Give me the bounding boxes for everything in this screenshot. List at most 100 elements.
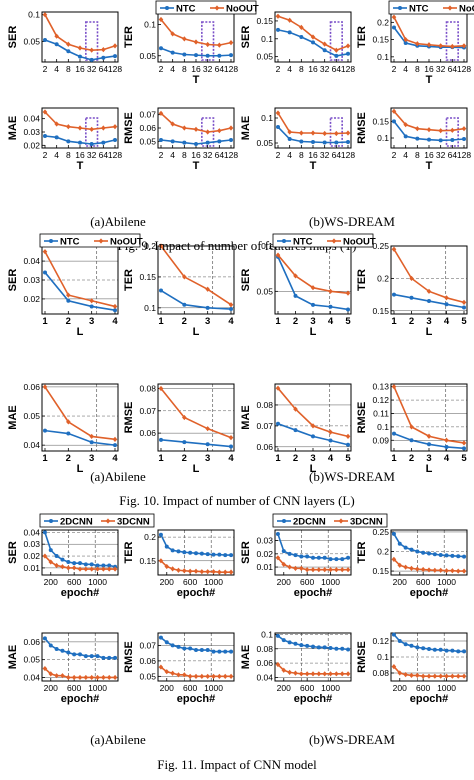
x-tick-label: 16 — [75, 150, 85, 160]
data-point-noout — [112, 436, 118, 442]
x-tick-label: 8 — [415, 64, 420, 74]
data-point-noout — [112, 124, 118, 130]
y-axis-label: TER — [356, 269, 368, 291]
x-axis-label: L — [77, 326, 84, 338]
x-tick-label: 8 — [66, 150, 71, 160]
chart-panel-fig10-wsdream-rmse: 0.09 0.1 0.11 0.12 0.13 1 2 3 4 5 RMSE L — [356, 382, 468, 475]
y-tick-label: 0.2 — [144, 532, 156, 542]
x-tick-label: 128 — [108, 64, 122, 74]
data-point-ntc — [170, 139, 175, 144]
x-tick-label: 200 — [393, 683, 407, 693]
data-point-ntc — [101, 55, 106, 60]
x-tick-label: 8 — [66, 64, 71, 74]
data-point-ntc — [159, 288, 163, 293]
x-tick-label: 600 — [300, 577, 314, 587]
y-tick-label: 0.1 — [377, 133, 389, 143]
x-tick-label: 200 — [44, 683, 58, 693]
data-point-2dcnn — [391, 632, 396, 637]
x-tick-label: 3 — [89, 316, 94, 327]
x-tick-label: 64 — [332, 150, 342, 160]
data-point-ntc — [287, 30, 292, 35]
axes-frame — [157, 529, 235, 576]
x-axis-label: epoch# — [410, 693, 449, 705]
data-point-noout — [182, 274, 187, 280]
x-tick-label: 4 — [228, 453, 234, 464]
chart-panel-fig11-abilene-ter: 0.15 0.2 200 600 1000 TER epoch# — [123, 529, 235, 599]
data-point-noout — [158, 243, 164, 249]
x-tick-label: 3 — [426, 316, 431, 327]
data-point-noout — [391, 246, 397, 252]
data-point-2dcnn — [450, 553, 455, 558]
data-point-noout — [275, 252, 281, 258]
data-point-noout — [77, 45, 83, 51]
data-point-2dcnn — [346, 555, 351, 560]
data-point-2dcnn — [60, 557, 65, 562]
data-point-noout — [205, 426, 210, 432]
chart-panel-fig10-abilene-ser: 0.02 0.03 0.04 1 2 3 4 SER L — [7, 245, 119, 338]
axes-frame — [41, 11, 119, 63]
data-point-noout — [205, 286, 210, 292]
y-tick-label: 0.1 — [261, 629, 273, 639]
data-point-noout — [193, 39, 199, 45]
data-point-3dcnn — [304, 567, 310, 573]
y-axis-label: TER — [123, 269, 135, 291]
data-point-3dcnn — [339, 671, 345, 677]
x-tick-label: 1 — [275, 316, 281, 327]
x-tick-label: 3 — [205, 316, 210, 327]
chart-panel-fig11-abilene-rmse: 0.05 0.06 0.07 200 600 1000 RMSE epoch# — [123, 632, 235, 705]
y-tick-label: 0.12 — [372, 395, 389, 405]
data-point-noout — [450, 43, 455, 50]
data-point-noout — [450, 127, 455, 133]
legend: NTC NoOUT — [272, 233, 376, 248]
legend-box — [272, 233, 374, 248]
x-tick-label: 2 — [182, 316, 187, 327]
data-point-noout — [345, 130, 351, 136]
data-point-3dcnn — [164, 669, 170, 675]
data-point-2dcnn — [113, 655, 118, 660]
data-point-noout — [426, 42, 432, 48]
highlight-box — [329, 117, 343, 147]
axes-frame — [41, 383, 119, 452]
data-point-2dcnn — [409, 547, 414, 552]
data-point-3dcnn — [205, 569, 210, 575]
data-point-ntc — [409, 295, 414, 300]
legend-marker — [214, 5, 220, 11]
data-point-2dcnn — [397, 541, 402, 546]
data-point-2dcnn — [42, 636, 47, 641]
x-tick-label: 600 — [67, 683, 81, 693]
data-point-2dcnn — [194, 648, 198, 653]
data-point-ntc — [392, 292, 396, 297]
chart-panel-fig11-wsdream-mae: 0.04 0.06 0.08 0.1 200 600 1000 MAE epoch# — [240, 629, 352, 705]
data-point-2dcnn — [164, 544, 169, 549]
data-point-2dcnn — [164, 640, 169, 645]
y-tick-label: 0.07 — [256, 421, 273, 431]
legend: 2DCNN 3DCNN — [272, 513, 388, 528]
legend-box — [388, 0, 474, 15]
data-point-3dcnn — [287, 564, 292, 570]
y-tick-label: 0.15 — [256, 16, 273, 26]
data-point-noout — [89, 433, 94, 440]
x-axis-label: L — [310, 463, 317, 475]
data-point-3dcnn — [42, 553, 48, 559]
legend-marker — [398, 6, 402, 10]
legend-box — [272, 513, 388, 528]
data-point-2dcnn — [299, 643, 304, 648]
data-point-2dcnn — [107, 655, 112, 660]
data-point-2dcnn — [199, 648, 204, 653]
data-point-3dcnn — [106, 674, 112, 681]
data-point-ntc — [66, 139, 71, 144]
x-tick-label: 5 — [345, 316, 351, 327]
legend-entry: NTC — [293, 237, 313, 248]
data-point-2dcnn — [158, 635, 163, 640]
data-point-3dcnn — [71, 674, 77, 681]
y-tick-label: 0.02 — [23, 140, 40, 150]
x-tick-label: 4 — [54, 64, 59, 74]
x-tick-label: 5 — [461, 316, 467, 327]
data-point-3dcnn — [217, 673, 222, 679]
y-axis-label: TER — [356, 26, 368, 48]
data-point-noout — [275, 110, 281, 116]
axes-frame — [41, 529, 119, 576]
legend-marker — [331, 238, 337, 244]
series-line-noout — [44, 386, 116, 441]
data-point-2dcnn — [287, 551, 292, 556]
